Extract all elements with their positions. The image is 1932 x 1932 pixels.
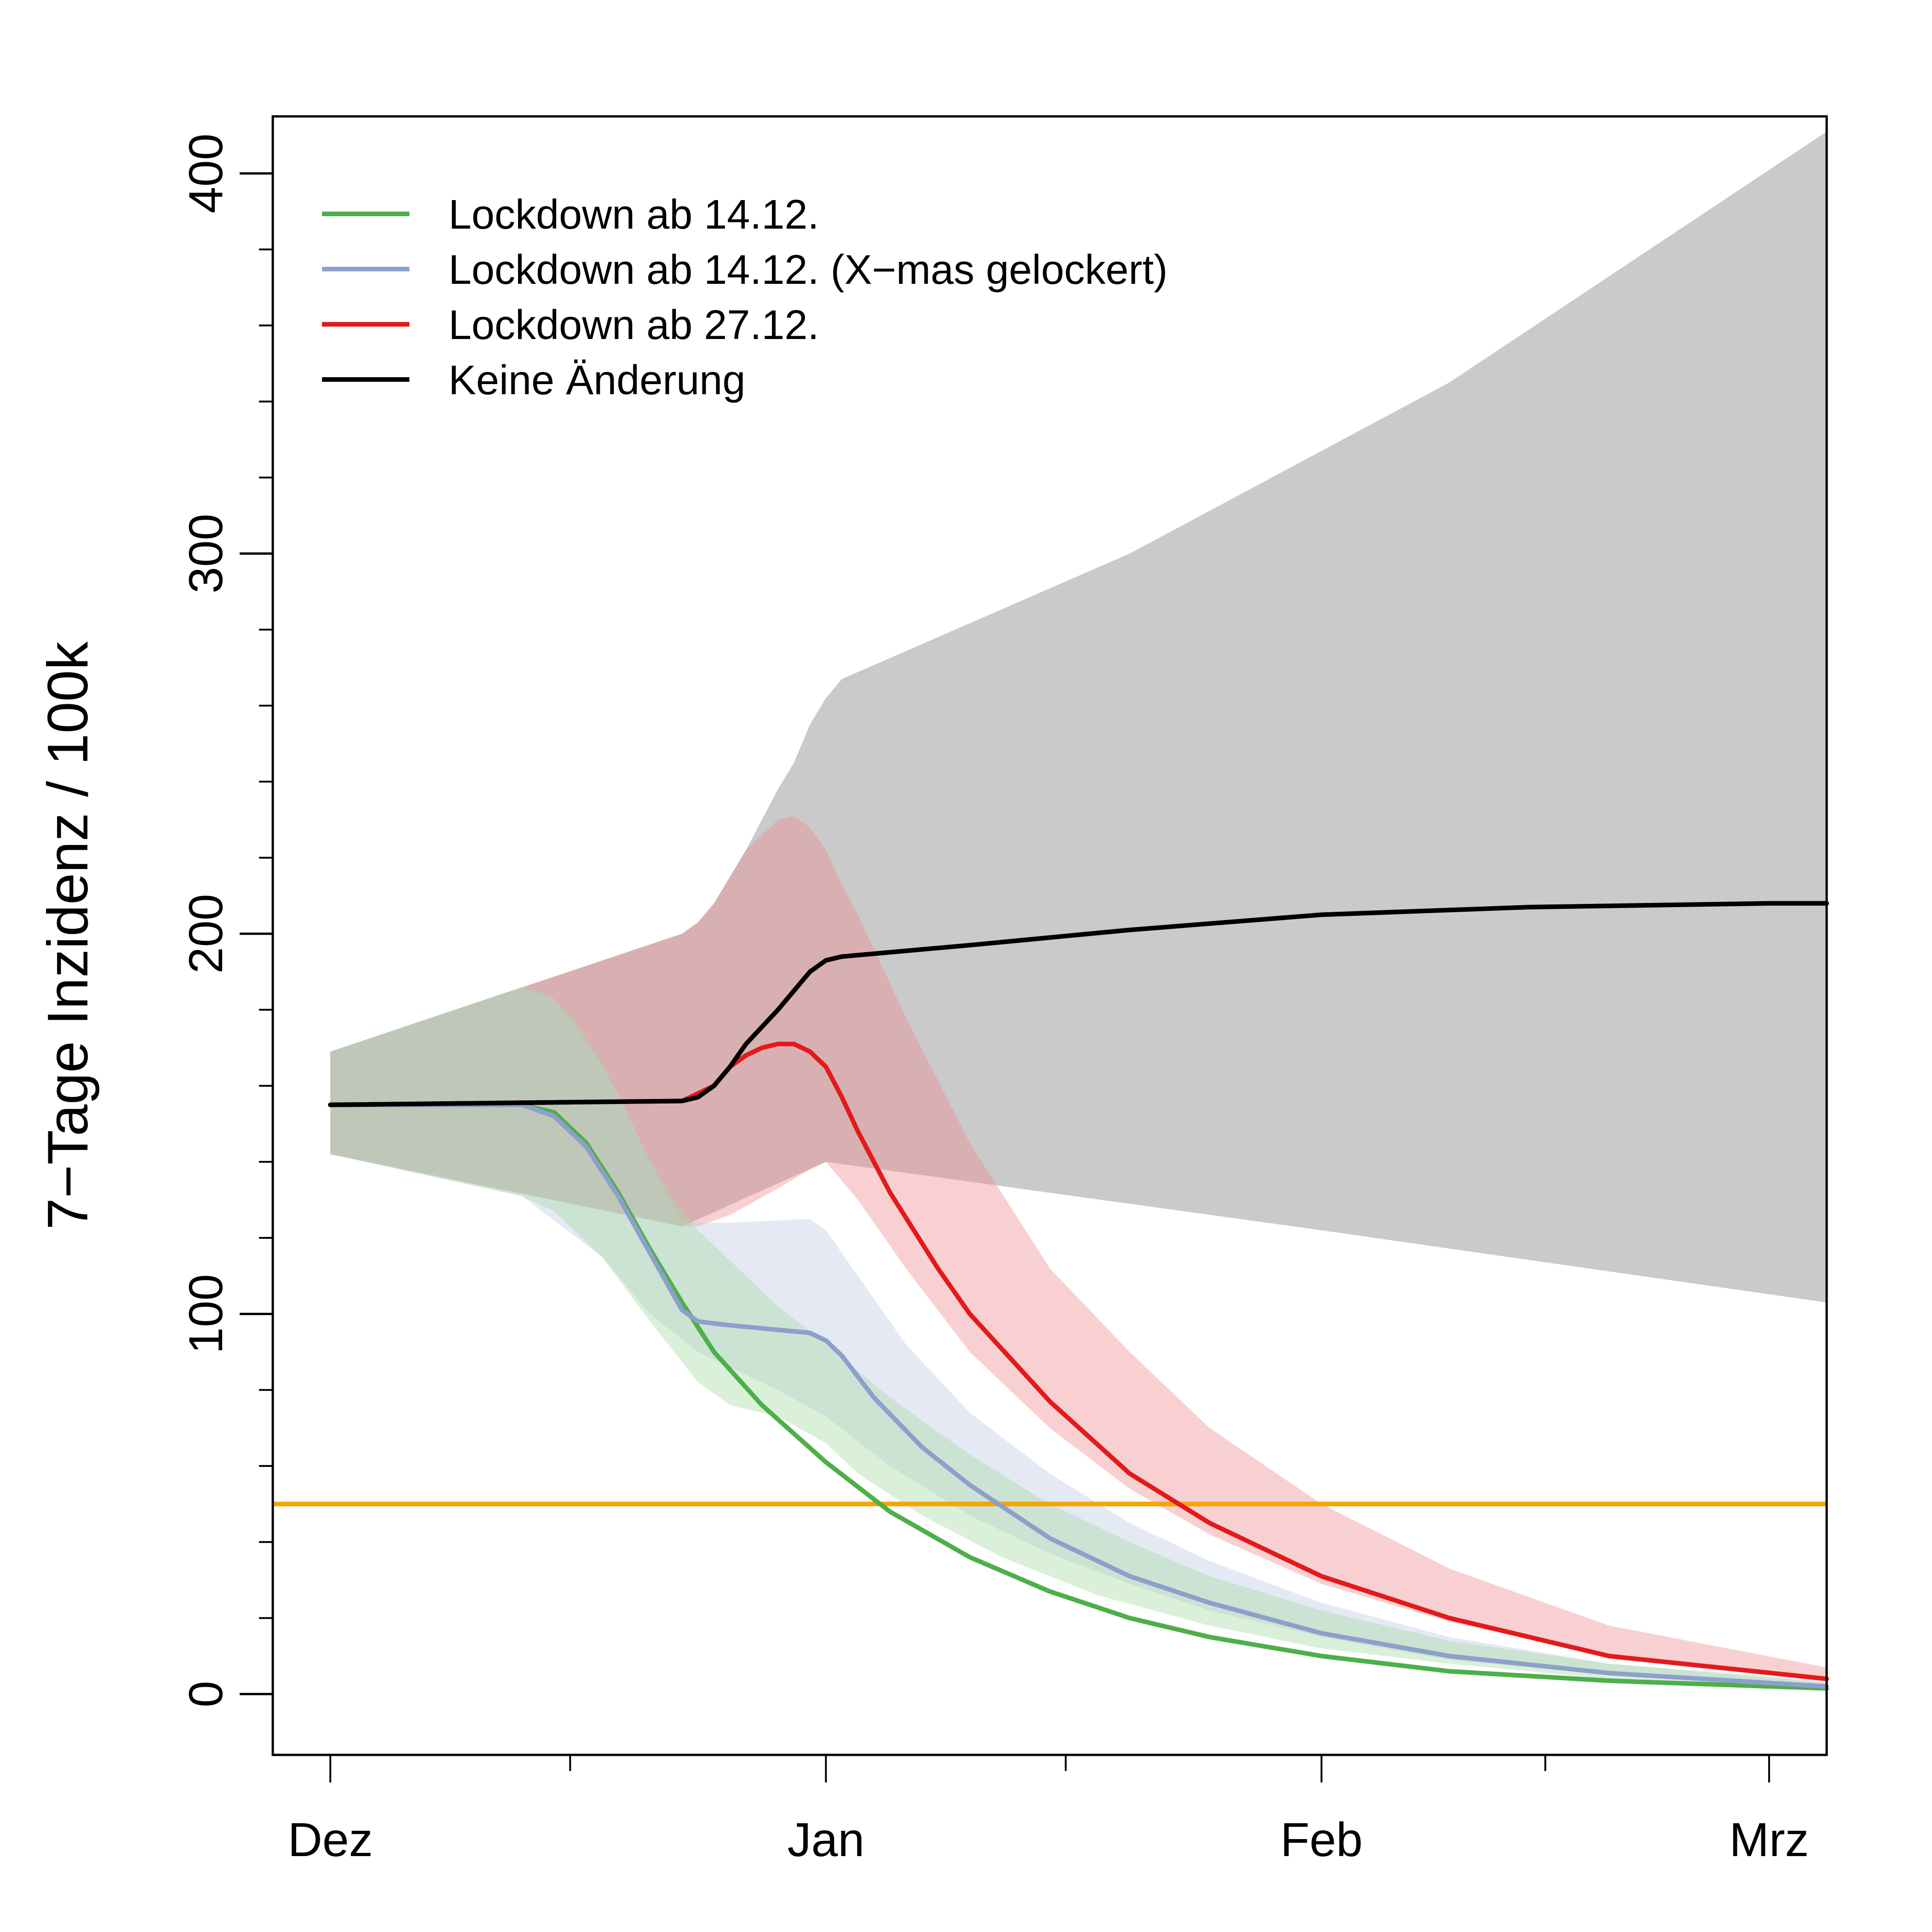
- y-axis-label: 7−Tage Inzidenz / 100k: [36, 641, 100, 1230]
- series-line-2: [328, 1102, 1829, 1689]
- series-line-3: [328, 1102, 1829, 1691]
- legend-label: Keine Änderung: [448, 357, 746, 403]
- band-0: [330, 132, 1827, 1303]
- y-tick-label: 0: [179, 1681, 233, 1708]
- x-tick-label: Mrz: [1729, 1813, 1809, 1867]
- band-2: [330, 987, 1827, 1687]
- x-tick-label: Feb: [1280, 1813, 1363, 1867]
- x-tick-label: Dez: [288, 1813, 373, 1867]
- y-tick-label: 400: [179, 133, 233, 213]
- plot-frame: [271, 115, 1828, 1756]
- y-tick-label: 300: [179, 514, 233, 594]
- legend: Lockdown ab 14.12. Lockdown ab 14.12. (X−…: [322, 192, 1167, 403]
- series-line-0: [328, 901, 1829, 1107]
- series-line-1: [328, 1041, 1829, 1681]
- legend-label: Lockdown ab 14.12. (X−mas gelockert): [448, 247, 1167, 293]
- x-tick-label: Jan: [788, 1813, 865, 1867]
- x-axis: Dez Jan Feb Mrz: [288, 1755, 1809, 1867]
- y-tick-label: 100: [179, 1274, 233, 1354]
- legend-label: Lockdown ab 27.12.: [448, 302, 819, 348]
- legend-label: Lockdown ab 14.12.: [448, 192, 819, 238]
- band-1: [330, 816, 1827, 1679]
- series-lines: [328, 901, 1829, 1691]
- y-axis: 0 100 200 300 400: [179, 133, 273, 1708]
- y-tick-label: 200: [179, 894, 233, 974]
